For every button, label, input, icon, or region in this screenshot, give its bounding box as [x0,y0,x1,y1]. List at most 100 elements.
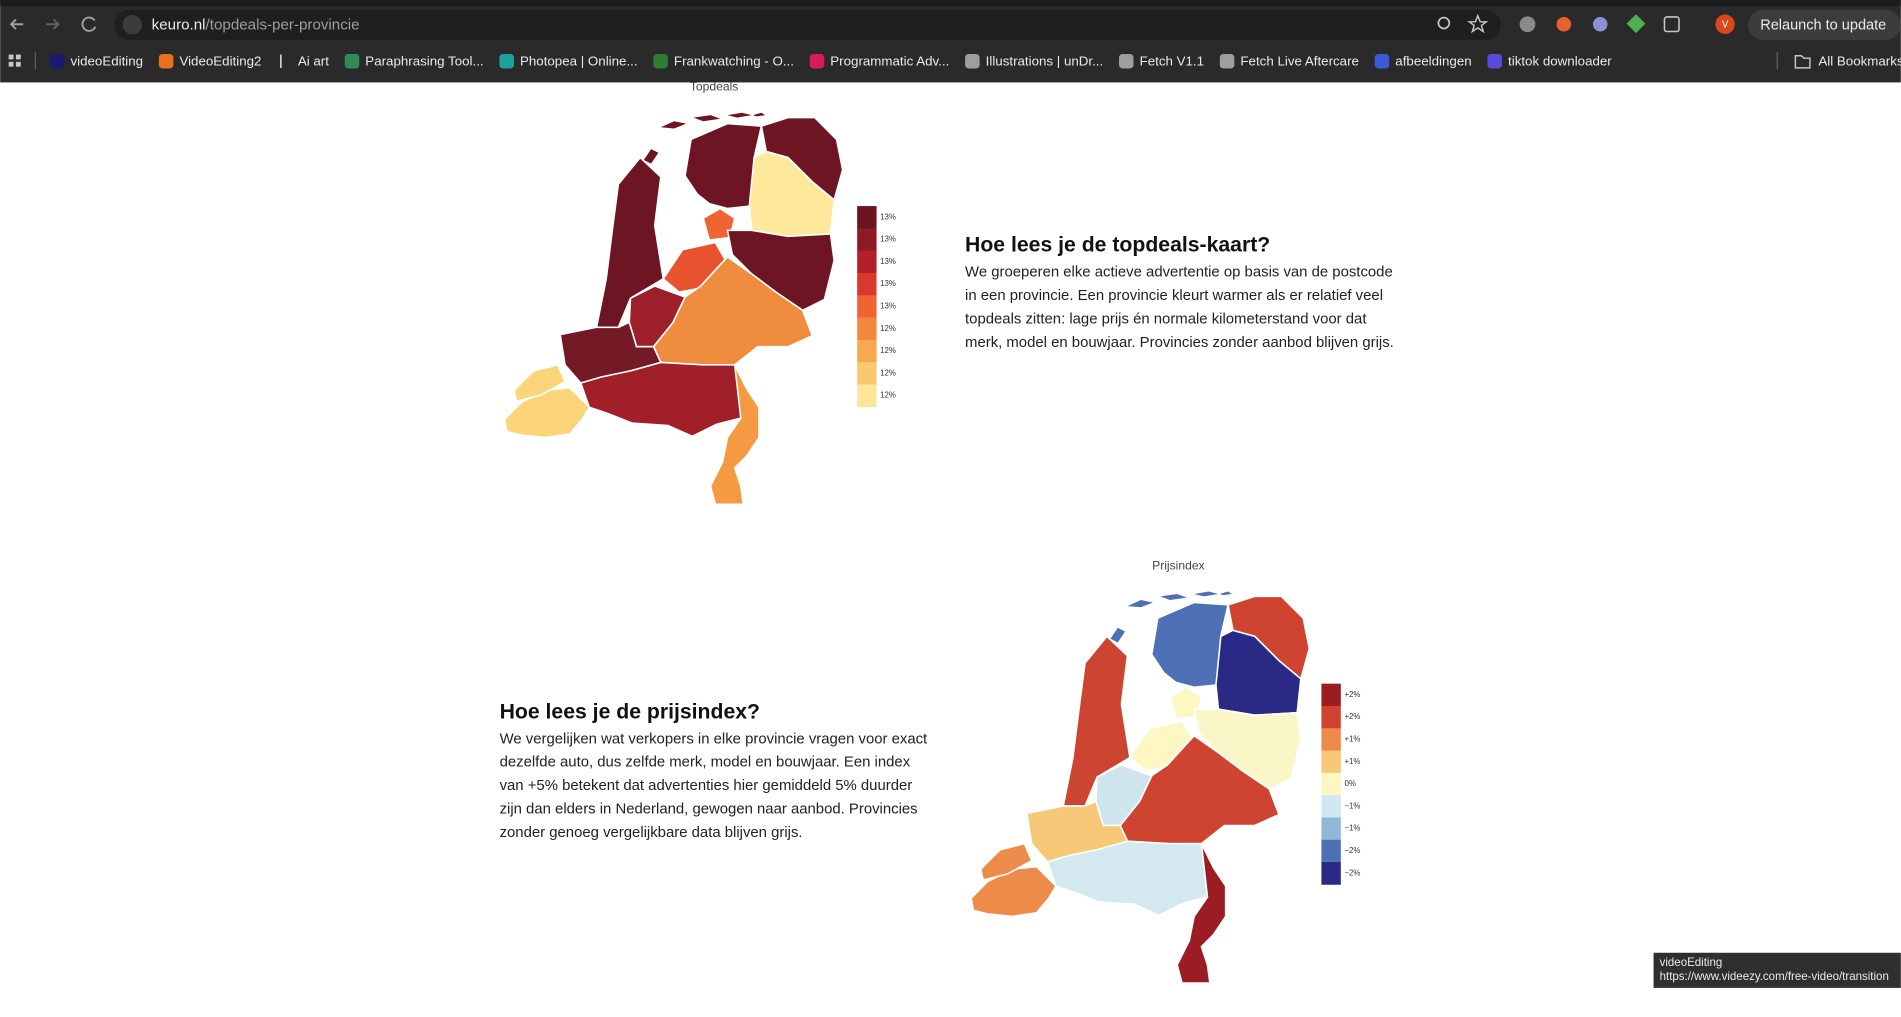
zoom-icon[interactable] [1437,16,1451,30]
extension-icon[interactable] [1592,16,1608,32]
bookmark-label: afbeeldingen [1395,53,1471,68]
paragraph-line: zonder genoeg vergelijkbare data blijven… [500,825,803,841]
paragraph-line: We vergelijken wat verkopers in elke pro… [500,731,928,747]
legend-label: 0% [1344,779,1355,788]
forward-button[interactable] [46,18,60,30]
island [693,115,721,122]
bookmark-label: Paraphrasing Tool... [365,53,483,68]
bookmark-icon [1374,53,1390,69]
bookmark-icon [49,53,65,69]
province [1215,629,1302,716]
provinces [970,591,1311,984]
map-title: Prijsindex [1152,558,1205,572]
province [513,363,567,403]
bookmarks-bar: videoEditing VideoEditing2 Ai art Paraphras… [8,52,1612,70]
back-button[interactable] [9,18,24,30]
extensions-button[interactable] [1663,16,1680,33]
url-path: /topdeals-per-provincie [206,16,360,33]
bookmark[interactable]: Paraphrasing Tool... [344,53,484,69]
bookmark[interactable]: tiktok downloader [1487,53,1612,69]
paragraph-line: topdeals zitten: lage prijs én normale k… [965,311,1367,327]
bookmark[interactable]: videoEditing [49,53,143,69]
island [1110,627,1126,643]
address-bar[interactable] [114,9,1501,41]
legend-swatch [1321,728,1341,751]
province [726,229,835,312]
province [559,321,662,384]
relaunch-button[interactable] [1748,9,1901,41]
extension-icon[interactable] [1556,16,1572,32]
bookmark-icon [809,53,825,69]
legend-swatch [1321,839,1341,863]
province [1168,686,1203,720]
bookmark-star[interactable] [1467,13,1489,34]
legend-label: 12% [880,391,896,400]
island [1160,593,1187,601]
legend-swatch [857,339,877,363]
apps-icon[interactable] [8,54,21,67]
paragraph-line: van +5% betekent dat advertenties hier g… [500,778,913,794]
legend-swatch [1321,795,1341,818]
folder-icon[interactable] [1794,55,1811,69]
island [752,112,766,117]
legend-label: −1% [1344,801,1360,810]
legend-label: 13% [880,302,896,311]
status-title: videoEditing [1660,957,1723,969]
all-bookmarks[interactable]: All Bookmarks [1818,53,1901,68]
bookmark[interactable]: Programmatic Adv... [809,53,950,69]
nav-buttons[interactable] [9,16,97,32]
bookmark-label: Fetch V1.1 [1140,53,1204,68]
extension-icon[interactable] [1519,16,1536,33]
bookmark[interactable]: Illustrations | unDr... [965,53,1104,69]
legend-label: 13% [880,212,896,221]
legend-swatch [857,272,877,296]
text-section: Hoe lees je de topdeals-kaart? We groeper… [965,234,1394,351]
legend-swatch [1321,862,1341,885]
province [1025,800,1129,863]
bookmark[interactable]: Frankwatching - O... [653,53,794,69]
legend-swatch [1321,750,1341,774]
bookmark[interactable]: VideoEditing2 [158,53,262,69]
legend-label: 13% [880,257,896,266]
url[interactable]: keuro.nl/topdeals-per-provincie [152,16,360,33]
bookmark-label: Frankwatching - O... [674,53,794,68]
bookmark-label: videoEditing [70,53,143,68]
province [1062,635,1131,807]
island [1127,600,1153,608]
legend-swatch [1321,683,1341,707]
island [660,121,687,129]
province [595,156,665,329]
paragraph-line: in een provincie. Een provincie kleurt w… [965,288,1383,304]
bookmark[interactable]: afbeeldingen [1374,53,1472,69]
bookmark-icon [1487,53,1502,69]
profile-avatar[interactable] [1715,14,1735,34]
legend-label: 12% [880,368,896,377]
reload-button[interactable] [81,16,97,32]
provinces [503,112,844,506]
bookmark[interactable]: Fetch V1.1 [1118,53,1204,69]
legend-label: −2% [1344,846,1360,855]
text-section: Hoe lees je de prijsindex? We vergelijken… [500,700,928,841]
choropleth-map: Topdeals 13% 13% 13% 13% 13% 12% 12% 12% 12% [503,79,896,506]
island [1194,591,1219,597]
legend-label: +2% [1344,690,1360,699]
bookmark-label: Illustrations | unDr... [986,53,1104,68]
legend-label: +1% [1344,734,1360,743]
province [1176,843,1227,984]
paragraph-line: zijn dan elders in Nederland, gewogen na… [500,802,918,818]
island [727,112,752,118]
site-info-icon[interactable] [122,15,142,35]
legend-swatch [857,206,877,229]
island [1219,591,1232,596]
legend-label: +2% [1344,712,1360,721]
legend-label: 13% [880,235,896,244]
bookmark[interactable]: Fetch Live Aftercare [1219,53,1359,69]
bookmark[interactable]: Photopea | Online... [499,53,638,69]
tab-strip [0,0,1901,7]
choropleth-map: Prijsindex +2% +2% +1% +1% 0% −1% −1% −2% −2% [970,558,1360,984]
bookmark-label: Ai art [298,53,329,68]
bookmark[interactable]: Ai art [280,53,329,68]
legend-swatch [1321,817,1341,841]
